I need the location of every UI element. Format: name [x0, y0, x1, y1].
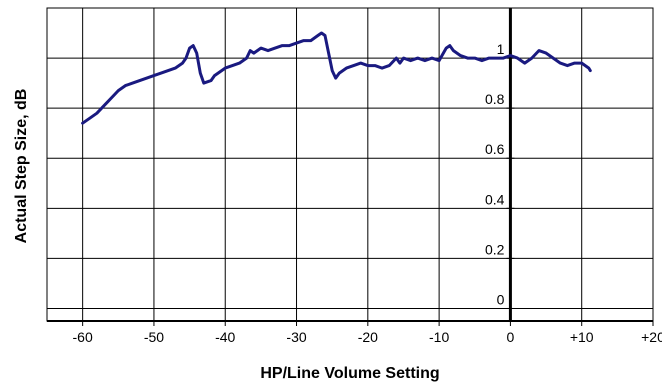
y-tick-label-5: 1 — [497, 41, 505, 57]
x-tick-label-4: -20 — [358, 329, 378, 345]
series — [81, 31, 592, 125]
series-line-0 — [81, 31, 592, 125]
x-tick-label-5: -10 — [429, 329, 449, 345]
x-tick-label-3: -30 — [286, 329, 306, 345]
x-tick-label-6: 0 — [507, 329, 515, 345]
axes — [47, 8, 654, 326]
x-tick-label-7: +10 — [570, 329, 594, 345]
plot-area — [46, 7, 654, 322]
x-axis-title: HP/Line Volume Setting — [260, 365, 439, 382]
y-tick-label-1: 0.2 — [485, 241, 505, 257]
x-tick-label-0: -60 — [73, 329, 93, 345]
y-tick-label-3: 0.6 — [485, 141, 505, 157]
tick-labels: -60 -50 -40 -30 -20 -10 0 +10 +20 0 0.2 0.4 0.6 0.8 1 — [73, 41, 662, 345]
y-tick-label-0: 0 — [497, 291, 505, 307]
x-tick-label-1: -50 — [144, 329, 164, 345]
x-tick-label-2: -40 — [215, 329, 235, 345]
x-tick-label-8: +20 — [641, 329, 662, 345]
y-tick-label-2: 0.4 — [485, 191, 505, 207]
y-tick-label-4: 0.8 — [485, 91, 505, 107]
y-axis-title: Actual Step Size, dB — [13, 89, 30, 244]
